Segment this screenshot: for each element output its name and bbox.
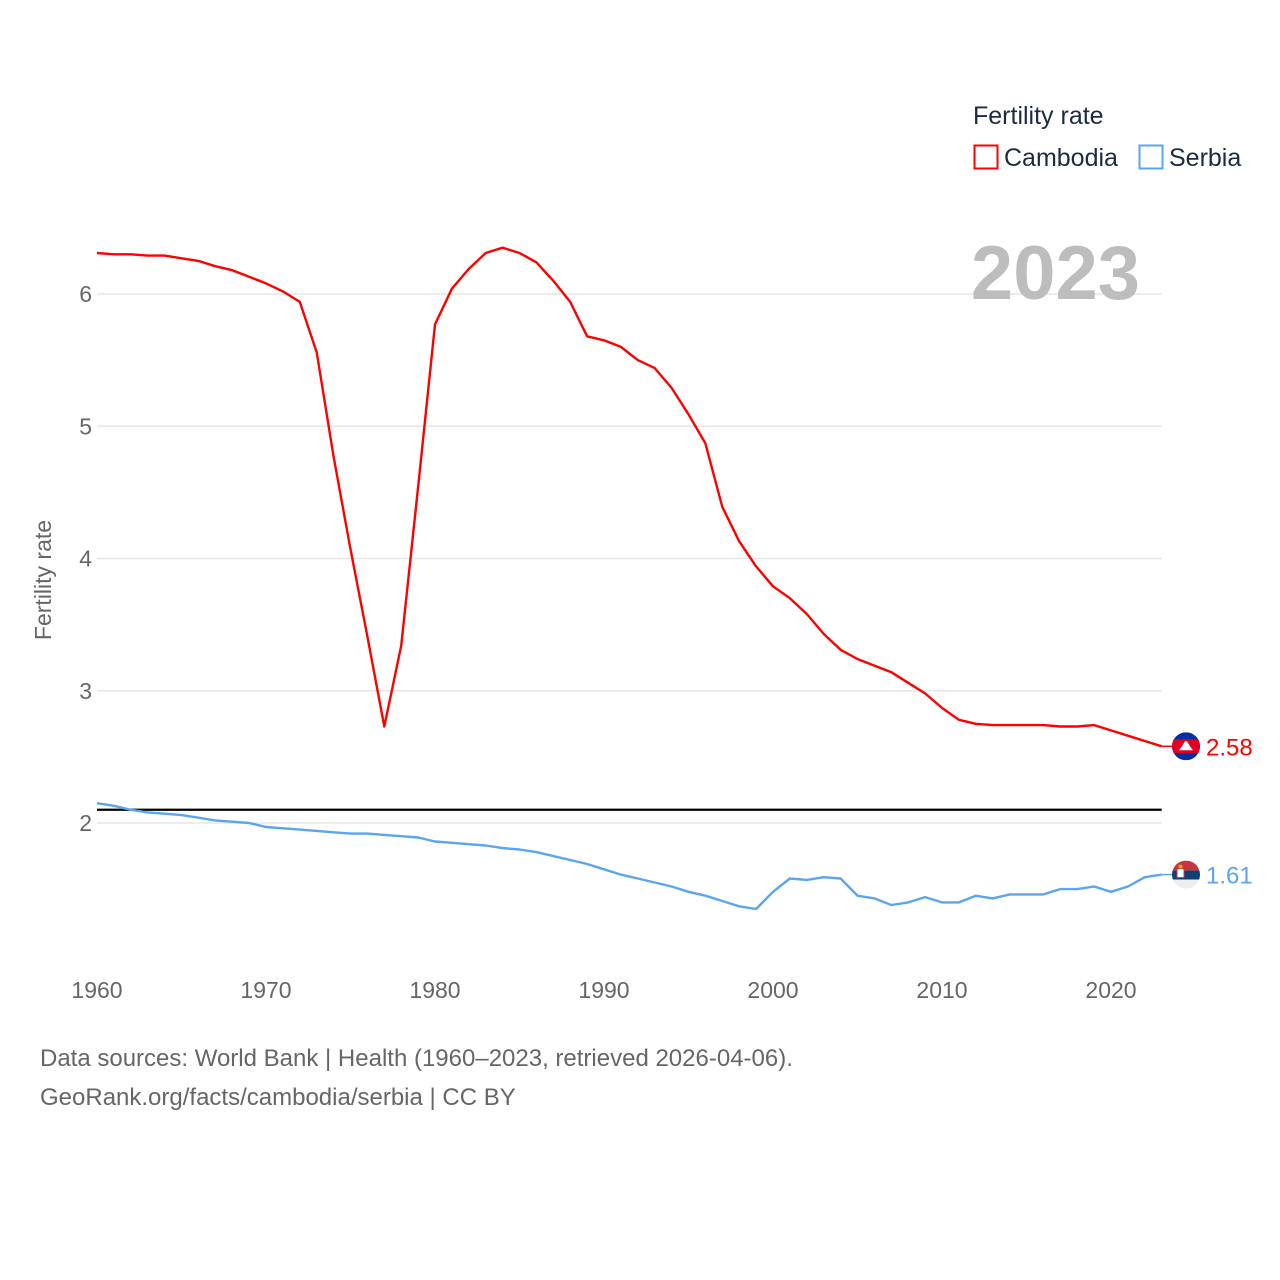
series-line-cambodia (96, 246, 1163, 748)
x-tick-label: 1960 (71, 977, 122, 1003)
x-axis-ticks: 1960 1970 1980 1990 2000 2010 2020 (71, 977, 1136, 1003)
y-tick-label: 3 (79, 678, 92, 704)
y-tick-label: 5 (79, 413, 92, 439)
y-tick-label: 4 (79, 546, 92, 572)
flag (1172, 860, 1200, 889)
series-lines (96, 246, 1163, 911)
legend-swatch-serbia (1138, 144, 1164, 170)
x-tick-label: 2020 (1085, 977, 1136, 1003)
legend-title: Fertility rate (973, 102, 1104, 130)
coat-of-arms-shape (1176, 868, 1185, 879)
end-markers: 2.58 1.61 (1161, 732, 1253, 890)
angkor-wat-shape (1179, 741, 1193, 751)
crown-shape (1178, 864, 1183, 869)
flag-stripe (1172, 879, 1200, 889)
y-tick-label: 2 (79, 810, 92, 836)
y-axis-ticks: 2 3 4 5 6 (79, 281, 92, 836)
x-tick-label: 1990 (578, 977, 629, 1003)
legend-swatch-cambodia (973, 144, 999, 170)
y-axis-label: Fertility rate (30, 520, 56, 640)
y-tick-label: 6 (79, 281, 92, 307)
end-value-label-cambodia: 2.58 (1206, 734, 1253, 761)
series-line-serbia (96, 802, 1162, 911)
flag-stripe (1172, 860, 1200, 871)
legend-item-cambodia[interactable]: Cambodia (973, 144, 1119, 172)
legend-label-cambodia: Cambodia (1004, 144, 1118, 172)
flag-stripe (1172, 870, 1200, 880)
legend-item-serbia[interactable]: Serbia (1138, 144, 1242, 172)
x-tick-label: 2000 (747, 977, 798, 1003)
x-tick-label: 2010 (916, 977, 967, 1003)
source-url[interactable]: GeoRank.org/facts/cambodia/serbia | CC B… (40, 1084, 516, 1111)
serbia-flag-icon (1172, 860, 1200, 889)
legend: Fertility rate Cambodia Serbia (973, 102, 1241, 172)
cambodia-flag-icon (1172, 732, 1200, 761)
x-tick-label: 1980 (409, 977, 460, 1003)
flag (1172, 732, 1200, 761)
legend-label-serbia: Serbia (1169, 144, 1241, 172)
x-tick-label: 1970 (240, 977, 291, 1003)
end-value-label-serbia: 1.61 (1206, 863, 1253, 890)
year-watermark: 2023 (971, 231, 1140, 316)
gridlines (97, 293, 1162, 824)
source-note: Data sources: World Bank | Health (1960–… (40, 1045, 793, 1072)
